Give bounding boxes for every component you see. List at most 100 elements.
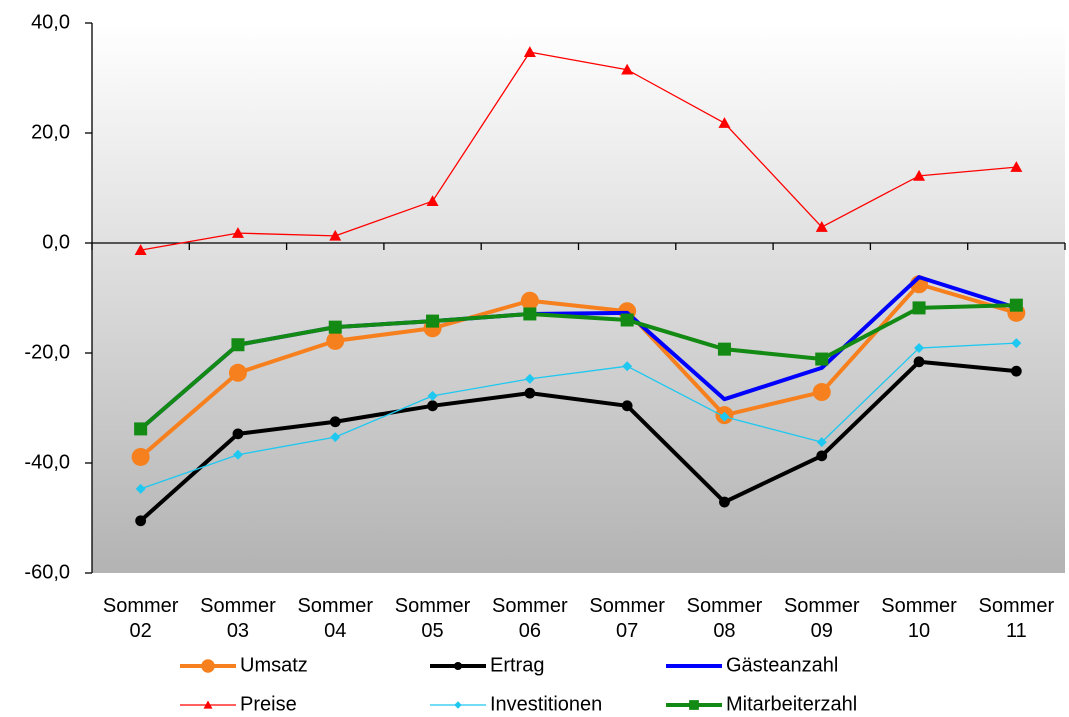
series	[134, 298, 1023, 436]
series-line	[139, 359, 1017, 523]
series-line	[139, 282, 1017, 459]
marker	[329, 416, 341, 428]
y-tick-label: -60,0	[24, 561, 70, 583]
marker	[523, 46, 536, 57]
x-tick-label: Sommer 06	[492, 595, 568, 642]
marker	[426, 195, 439, 206]
marker	[454, 701, 462, 709]
legend-label: Preise	[240, 693, 297, 715]
series	[135, 338, 1022, 494]
marker	[523, 307, 537, 321]
x-tick-label-line: Sommer	[881, 595, 957, 617]
marker	[812, 383, 831, 402]
marker	[816, 450, 828, 462]
marker	[689, 700, 699, 710]
marker	[1009, 298, 1023, 312]
marker	[719, 496, 730, 508]
marker	[912, 301, 926, 315]
x-tick-label-line: 10	[908, 620, 930, 642]
x-tick-label: Sommer 10	[881, 595, 957, 642]
marker	[520, 291, 539, 310]
marker	[131, 447, 150, 466]
legend-label: Umsatz	[240, 654, 308, 676]
x-tick-label-line: Sommer	[395, 595, 471, 617]
marker	[816, 437, 827, 448]
marker	[621, 63, 634, 75]
y-tick-label: 40,0	[31, 11, 70, 33]
x-tick-label-line: 09	[811, 620, 833, 642]
x-tick-label: Sommer 03	[200, 595, 276, 642]
x-tick-label-line: 06	[519, 620, 541, 642]
x-tick-label-line: 11	[1006, 620, 1027, 642]
x-tick-label-line: Sommer	[687, 595, 763, 617]
x-tick-label: Sommer 09	[784, 595, 860, 642]
x-tick-label-line: Sommer	[200, 595, 276, 617]
marker	[134, 422, 148, 436]
x-tick-label-line: 04	[324, 620, 346, 642]
x-tick-label: Sommer 11	[979, 595, 1055, 642]
x-tick-label: Sommer 04	[297, 595, 373, 642]
x-tick-label: Sommer 07	[589, 595, 665, 642]
x-tick-label-line: Sommer	[103, 595, 179, 617]
marker	[718, 117, 731, 128]
marker	[427, 400, 438, 412]
legend-label: Gästeanzahl	[726, 654, 838, 676]
marker	[231, 227, 244, 238]
series-line	[139, 303, 1017, 431]
legend-label: Ertrag	[490, 654, 544, 676]
marker	[620, 313, 634, 327]
marker	[231, 338, 245, 352]
series-line	[140, 342, 1017, 490]
marker	[134, 244, 147, 255]
y-tick-label: -20,0	[24, 341, 70, 363]
marker	[232, 449, 243, 460]
marker	[426, 314, 440, 328]
marker	[1010, 161, 1023, 172]
marker	[622, 361, 633, 372]
series	[134, 46, 1023, 255]
marker	[719, 411, 730, 422]
marker	[201, 659, 215, 673]
marker	[326, 331, 345, 350]
marker	[1010, 365, 1022, 377]
marker	[815, 352, 829, 366]
y-tick-label: 20,0	[31, 121, 70, 143]
x-tick-label: Sommer 02	[103, 595, 179, 642]
x-tick-label-line: 03	[227, 620, 249, 642]
marker	[135, 515, 147, 527]
marker	[913, 169, 926, 181]
marker	[228, 363, 247, 382]
legend-label: Investitionen	[490, 693, 602, 715]
marker	[524, 387, 536, 399]
marker	[203, 700, 213, 709]
x-tick-label: Sommer 08	[687, 595, 763, 642]
series-line	[140, 51, 1017, 251]
x-tick-label-line: Sommer	[784, 595, 860, 617]
x-tick-label-line: Sommer	[297, 595, 373, 617]
marker	[135, 483, 146, 494]
x-tick-label-line: 07	[616, 620, 638, 642]
marker	[621, 400, 633, 412]
marker	[717, 342, 731, 356]
x-tick-label: Sommer 05	[395, 595, 471, 642]
series	[135, 356, 1022, 527]
marker	[330, 432, 341, 443]
marker	[914, 343, 925, 354]
marker	[329, 229, 342, 241]
legend-label: Mitarbeiterzahl	[726, 693, 857, 715]
marker	[453, 661, 463, 671]
x-tick-label-line: Sommer	[492, 595, 568, 617]
marker	[232, 428, 244, 440]
y-tick-label: -40,0	[24, 451, 70, 473]
x-tick-label-line: 05	[421, 620, 443, 642]
y-tick-label: 0,0	[42, 231, 70, 253]
marker	[1011, 338, 1022, 349]
marker	[524, 373, 535, 384]
x-tick-label-line: Sommer	[979, 595, 1055, 617]
marker	[913, 356, 925, 368]
marker	[427, 390, 438, 401]
x-tick-label-line: 02	[130, 620, 152, 642]
plot-area	[92, 23, 1065, 573]
x-tick-label-line: 08	[713, 620, 735, 642]
